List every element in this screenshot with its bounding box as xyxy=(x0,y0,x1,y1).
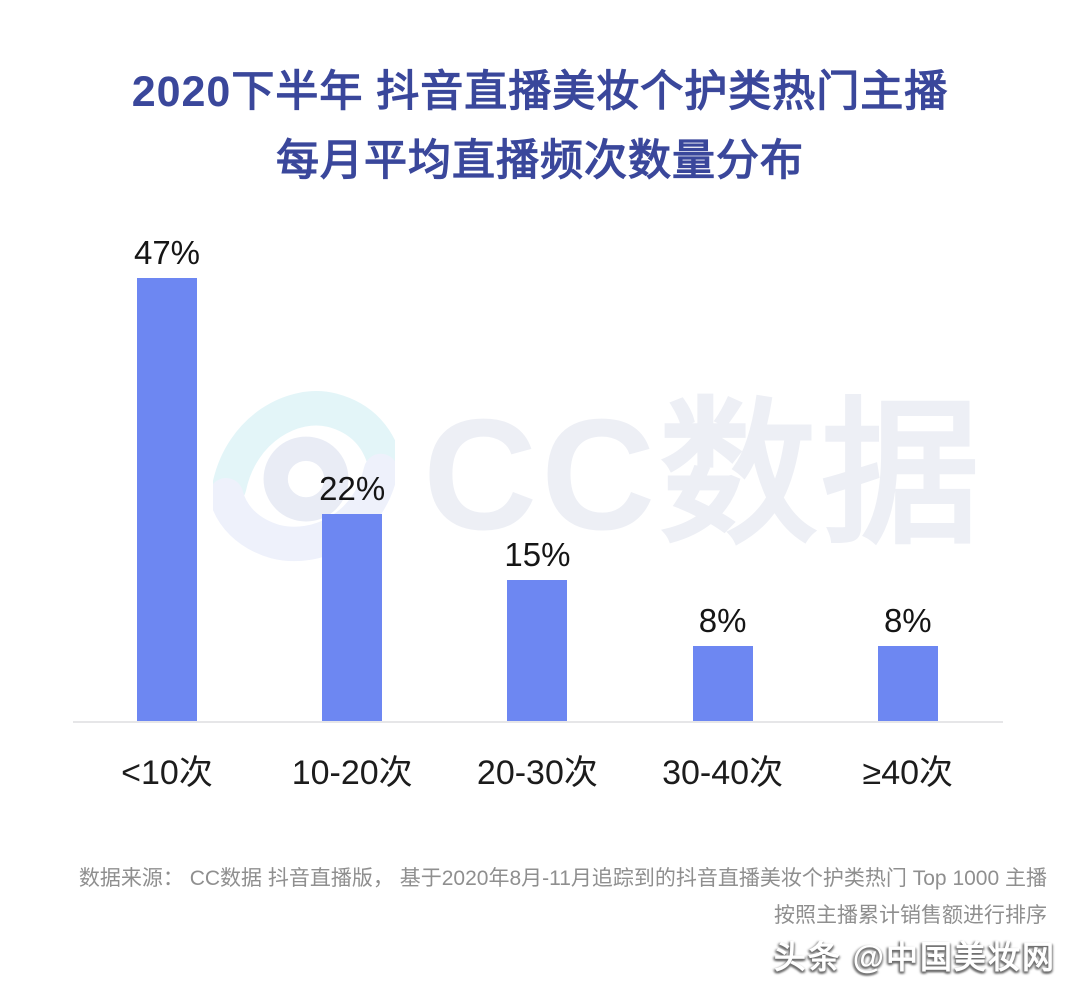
data-source-note: 数据来源： CC数据 抖音直播版， 基于2020年8月-11月追踪到的抖音直播美… xyxy=(35,860,1047,934)
bar xyxy=(137,278,197,722)
bar-value-label: 47% xyxy=(133,234,201,271)
bar xyxy=(692,646,753,722)
x-axis-label: 30-40次 xyxy=(662,754,784,792)
toutiao-watermark: 头条 @中国美妆网 xyxy=(773,939,1056,975)
chart-title: 2020下半年 抖音直播美妆个护类热门主播 每月平均直播频次数量分布 xyxy=(0,58,1080,196)
x-axis-label: 20-30次 xyxy=(476,754,598,792)
x-axis-label: ≥40次 xyxy=(862,754,954,792)
bar-value-label: 8% xyxy=(883,602,932,639)
bar-value-label: 22% xyxy=(319,470,386,507)
bar xyxy=(322,514,383,722)
x-axis-label: <10次 xyxy=(121,754,213,792)
data-source-line1: 数据来源： CC数据 抖音直播版， 基于2020年8月-11月追踪到的抖音直播美… xyxy=(78,867,1047,890)
x-axis-label: 10-20次 xyxy=(291,754,413,792)
bar xyxy=(507,580,568,722)
x-axis-line xyxy=(73,721,1003,723)
chart-title-line2: 每月平均直播频次数量分布 xyxy=(276,137,804,185)
chart-title-line1: 2020下半年 抖音直播美妆个护类热门主播 xyxy=(131,68,949,116)
bar-value-label: 15% xyxy=(504,536,571,573)
data-source-line2: 按照主播累计销售额进行排序 xyxy=(774,904,1047,927)
bar-value-label: 8% xyxy=(698,602,747,639)
bar xyxy=(877,646,938,722)
